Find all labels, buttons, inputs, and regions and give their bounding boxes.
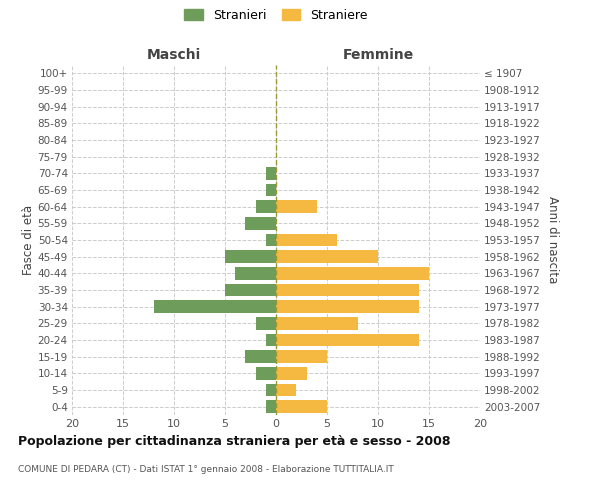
Y-axis label: Anni di nascita: Anni di nascita [547, 196, 559, 284]
Bar [276, 350, 327, 363]
Bar [225, 250, 276, 263]
Bar [225, 284, 276, 296]
Bar [256, 317, 276, 330]
Y-axis label: Fasce di età: Fasce di età [22, 205, 35, 275]
Bar [276, 200, 317, 213]
Bar [266, 184, 276, 196]
Bar [245, 350, 276, 363]
Bar [276, 234, 337, 246]
Bar [266, 167, 276, 179]
Text: Maschi: Maschi [147, 48, 201, 62]
Bar [256, 200, 276, 213]
Bar [276, 384, 296, 396]
Legend: Stranieri, Straniere: Stranieri, Straniere [184, 8, 368, 22]
Bar [235, 267, 276, 280]
Text: COMUNE DI PEDARA (CT) - Dati ISTAT 1° gennaio 2008 - Elaborazione TUTTITALIA.IT: COMUNE DI PEDARA (CT) - Dati ISTAT 1° ge… [18, 465, 394, 474]
Bar [276, 267, 429, 280]
Bar [276, 284, 419, 296]
Bar [266, 384, 276, 396]
Bar [276, 367, 307, 380]
Bar [154, 300, 276, 313]
Bar [245, 217, 276, 230]
Bar [276, 400, 327, 413]
Bar [266, 400, 276, 413]
Bar [266, 234, 276, 246]
Bar [276, 334, 419, 346]
Text: Popolazione per cittadinanza straniera per età e sesso - 2008: Popolazione per cittadinanza straniera p… [18, 435, 451, 448]
Bar [276, 317, 358, 330]
Bar [276, 250, 378, 263]
Text: Femmine: Femmine [343, 48, 413, 62]
Bar [256, 367, 276, 380]
Bar [276, 300, 419, 313]
Bar [266, 334, 276, 346]
